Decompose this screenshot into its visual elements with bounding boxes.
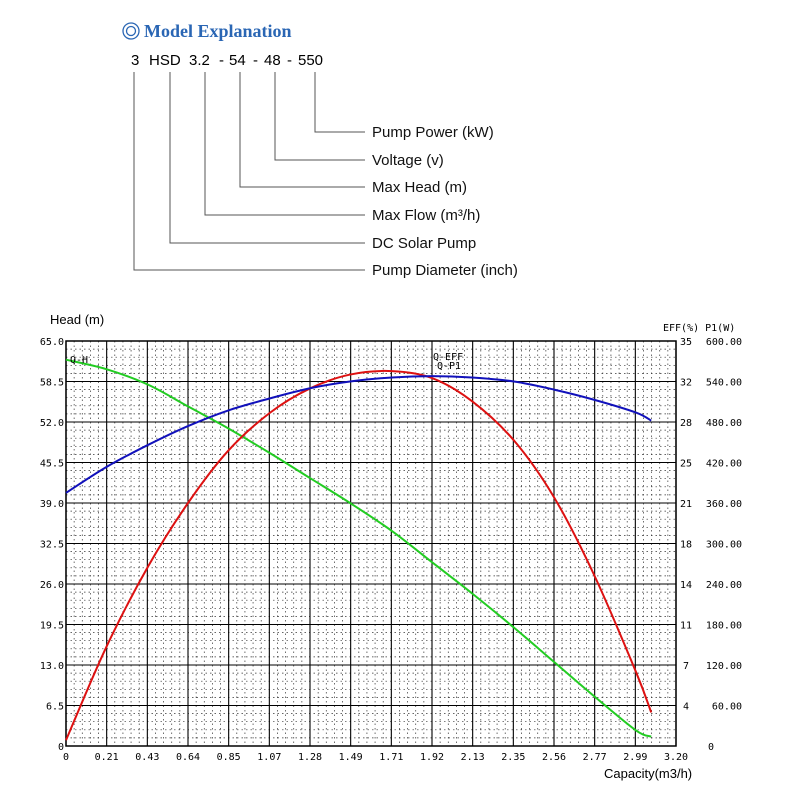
chart-grid	[65, 340, 677, 747]
x-tick-label: 2.77	[583, 752, 607, 763]
x-tick-label: 1.49	[339, 752, 363, 763]
model-heading: Model Explanation	[144, 21, 292, 41]
x-tick-label: 0.21	[95, 752, 119, 763]
y-axis-left-label: Head (m)	[50, 312, 104, 327]
y-right-eff-tick-label: 11	[680, 621, 692, 632]
x-tick-label: 0.85	[217, 752, 241, 763]
y-left-tick-label: 39.0	[40, 499, 64, 510]
model-label-max-flow: Max Flow (m³/h)	[372, 207, 480, 224]
model-code-part-series: HSD	[149, 52, 181, 69]
model-code-part-power: 550	[298, 52, 323, 69]
y-right-eff-tick-label: 4	[683, 702, 689, 713]
y-left-tick-label: 19.5	[40, 621, 64, 632]
y-left-tick-label: 32.5	[40, 540, 64, 551]
performance-chart: Head (m) EFF(%) P1(W) Capacity(m3/h) 0 0.…	[40, 312, 742, 781]
y-right-power-tick-label: 420.00	[706, 459, 742, 470]
model-label-max-head: Max Head (m)	[372, 179, 467, 196]
x-tick-label: 2.13	[461, 752, 485, 763]
model-label-pump-diameter: Pump Diameter (inch)	[372, 262, 518, 279]
y-left-tick-label: 58.5	[40, 378, 64, 389]
x-tick-label: 3.20	[664, 752, 688, 763]
x-tick-label: 2.56	[542, 752, 566, 763]
model-code-part-flow: 3.2	[189, 52, 210, 69]
x-tick-label: 2.99	[623, 752, 647, 763]
y-left-tick-label: 6.5	[46, 702, 64, 713]
y-right-power-tick-label: 0	[708, 742, 714, 753]
x-tick-label: 0.64	[176, 752, 200, 763]
y-axis-right-label: EFF(%) P1(W)	[663, 323, 735, 334]
model-leader-lines	[133, 72, 365, 271]
y-right-eff-tick-label: 28	[680, 418, 692, 429]
y-right-power-tick-label: 60.00	[712, 702, 742, 713]
chart-ticks: 0 0.21 0.43 0.64 0.85 1.07 1.28 1.49 1.71 1.92 2.1…	[40, 337, 742, 763]
y-left-tick-label: 45.5	[40, 459, 64, 470]
model-code-part-diameter: 3	[131, 52, 139, 69]
y-left-tick-label: 0	[58, 742, 64, 753]
y-right-eff-tick-label: 18	[680, 540, 692, 551]
y-right-eff-tick-label: 32	[680, 378, 692, 389]
y-left-tick-label: 52.0	[40, 418, 64, 429]
model-code-part-voltage: 48	[264, 52, 281, 69]
y-right-power-tick-label: 480.00	[706, 418, 742, 429]
x-tick-label: 1.28	[298, 752, 322, 763]
model-explanation-section: Model Explanation 3 HSD 3.2 - 54 - 48 - …	[122, 21, 518, 279]
x-axis-label: Capacity(m3/h)	[604, 766, 692, 781]
x-tick-label: 1.92	[420, 752, 444, 763]
y-right-power-tick-label: 240.00	[706, 580, 742, 591]
y-right-power-tick-label: 300.00	[706, 540, 742, 551]
y-right-power-tick-label: 120.00	[706, 661, 742, 672]
x-tick-label: 2.35	[501, 752, 525, 763]
model-label-pump-power: Pump Power (kW)	[372, 124, 494, 141]
y-right-eff-tick-label: 21	[680, 499, 692, 510]
y-left-tick-label: 26.0	[40, 580, 64, 591]
y-right-power-tick-label: 540.00	[706, 378, 742, 389]
y-right-eff-tick-label: 25	[680, 459, 692, 470]
chart-series	[65, 358, 653, 741]
y-right-power-tick-label: 360.00	[706, 499, 742, 510]
x-tick-label: 0.43	[135, 752, 159, 763]
target-icon	[122, 22, 140, 40]
model-label-voltage: Voltage (v)	[372, 152, 444, 169]
model-code-separator: -	[253, 52, 258, 69]
y-right-eff-tick-label: 7	[683, 661, 689, 672]
series-line-q-h	[65, 358, 652, 738]
x-tick-label: 0	[63, 752, 69, 763]
model-label-dc-solar-pump: DC Solar Pump	[372, 235, 476, 252]
series-line-q-eff	[65, 369, 653, 741]
series-line-q-p1	[65, 375, 652, 494]
y-right-power-tick-label: 180.00	[706, 621, 742, 632]
series-label-q-h: Q-H	[70, 355, 88, 366]
model-code-part-head: 54	[229, 52, 246, 69]
x-tick-label: 1.71	[379, 752, 403, 763]
x-tick-label: 1.07	[257, 752, 281, 763]
series-label-q-eff: Q-EFF	[433, 352, 463, 363]
y-left-tick-label: 65.0	[40, 337, 64, 348]
y-right-eff-tick-label: 14	[680, 580, 692, 591]
y-left-tick-label: 13.0	[40, 661, 64, 672]
plot-frame	[65, 340, 677, 747]
model-code-separator: -	[287, 52, 292, 69]
y-right-power-tick-label: 600.00	[706, 337, 742, 348]
y-right-eff-tick-label: 35	[680, 337, 692, 348]
model-code-separator: -	[219, 52, 224, 69]
series-label-q-p1: Q-P1	[437, 361, 461, 372]
